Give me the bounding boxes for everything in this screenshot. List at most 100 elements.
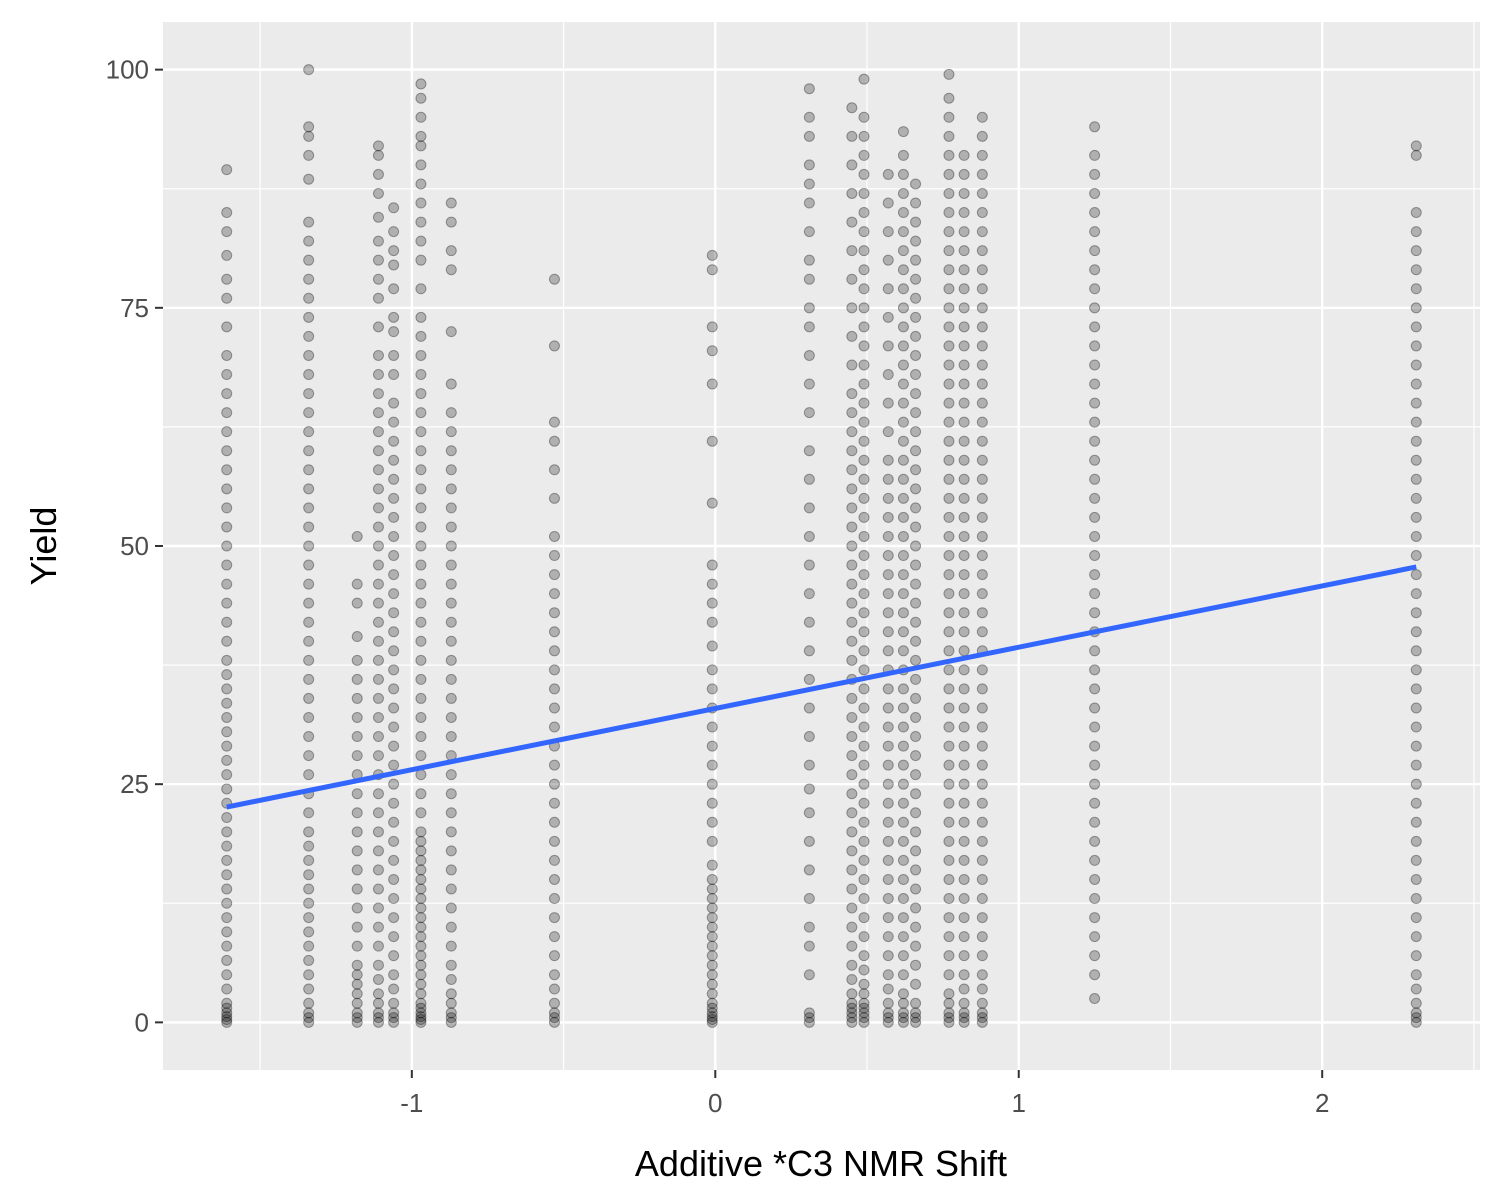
data-point [976,1016,988,1028]
data-point [858,435,870,447]
data-point [858,378,870,390]
data-point [976,683,988,695]
data-point [958,683,970,695]
data-point [351,692,363,704]
data-point [803,159,815,171]
data-point [445,559,457,571]
data-point [976,912,988,924]
data-point [882,511,894,523]
data-point [910,273,922,285]
data-point [388,873,400,885]
data-point [706,497,718,509]
data-point [958,149,970,161]
data-point [897,207,909,219]
data-point [445,769,457,781]
data-point [445,940,457,952]
data-point [221,969,233,981]
data-point [943,378,955,390]
data-point [1410,530,1422,542]
y-tick-label: 0 [135,1007,149,1037]
data-point [882,683,894,695]
data-point [958,264,970,276]
data-point [1410,588,1422,600]
data-point [846,187,858,199]
data-point [415,1016,427,1028]
data-point [372,940,384,952]
data-point [221,426,233,438]
data-point [943,321,955,333]
data-point [706,264,718,276]
data-point [858,569,870,581]
data-point [706,321,718,333]
data-point [303,273,315,285]
data-point [1089,607,1101,619]
data-point [706,616,718,628]
data-point [548,759,560,771]
data-point [910,1016,922,1028]
data-point [803,502,815,514]
data-point [221,669,233,681]
data-point [858,1016,870,1028]
data-point [388,797,400,809]
data-point [943,950,955,962]
data-point [706,797,718,809]
data-point [846,616,858,628]
data-point [221,349,233,361]
data-point [910,483,922,495]
data-point [388,645,400,657]
data-point [1410,207,1422,219]
data-point [910,731,922,743]
data-point [221,926,233,938]
data-point [897,873,909,885]
data-point [303,445,315,457]
data-point [897,835,909,847]
data-point [548,664,560,676]
data-point [303,826,315,838]
data-point [897,435,909,447]
data-point [548,983,560,995]
data-point [910,197,922,209]
y-axis-title: Yield [23,507,64,586]
data-point [445,788,457,800]
data-point [1089,168,1101,180]
data-point [548,550,560,562]
data-point [897,226,909,238]
data-point [221,540,233,552]
data-point [1410,626,1422,638]
data-point [1410,983,1422,995]
data-point [943,149,955,161]
data-point [388,893,400,905]
data-point [846,445,858,457]
data-point [1410,454,1422,466]
data-point [303,926,315,938]
data-point [803,378,815,390]
data-point [958,721,970,733]
data-point [372,750,384,762]
data-point [858,492,870,504]
data-point [415,159,427,171]
data-point [803,588,815,600]
data-point [897,816,909,828]
data-point [548,950,560,962]
data-point [415,111,427,123]
data-point [445,635,457,647]
data-point [303,869,315,881]
data-point [415,483,427,495]
data-point [303,502,315,514]
data-point [943,816,955,828]
data-point [976,492,988,504]
data-point [1410,931,1422,943]
data-point [221,559,233,571]
data-point [372,349,384,361]
data-point [1089,931,1101,943]
data-point [858,997,870,1009]
data-point [943,588,955,600]
data-point [910,845,922,857]
data-point [846,1002,858,1014]
data-point [897,550,909,562]
data-point [943,664,955,676]
data-point [445,654,457,666]
data-point [858,931,870,943]
data-point [548,997,560,1009]
